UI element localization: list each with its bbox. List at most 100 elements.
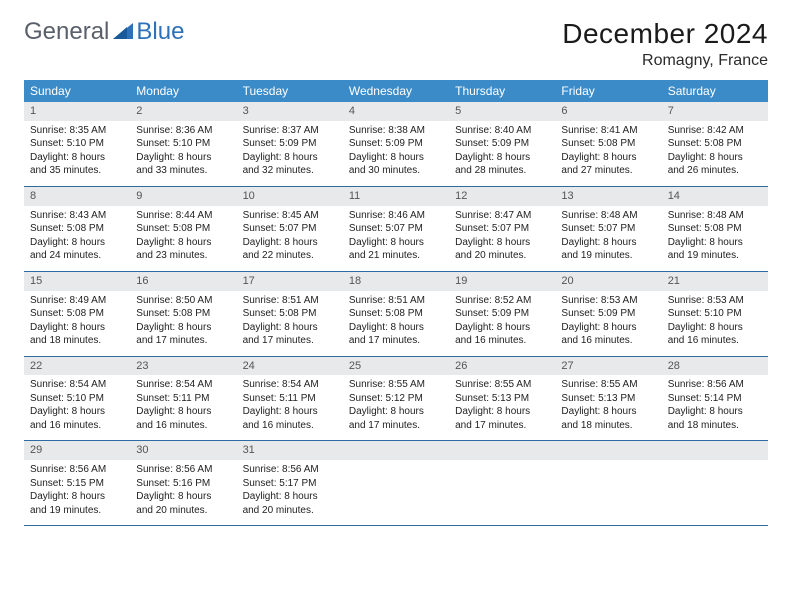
day-number: 16: [130, 272, 236, 291]
daylight-line: Daylight: 8 hours and 18 minutes.: [561, 405, 655, 432]
day-details: Sunrise: 8:38 AMSunset: 5:09 PMDaylight:…: [343, 121, 449, 186]
daylight-line: Daylight: 8 hours and 19 minutes.: [561, 236, 655, 263]
daylight-line: Daylight: 8 hours and 24 minutes.: [30, 236, 124, 263]
calendar-day-cell: 22Sunrise: 8:54 AMSunset: 5:10 PMDayligh…: [24, 356, 130, 441]
sunset-line: Sunset: 5:10 PM: [30, 137, 124, 151]
sunset-line: Sunset: 5:07 PM: [455, 222, 549, 236]
calendar-day-cell: 28Sunrise: 8:56 AMSunset: 5:14 PMDayligh…: [662, 356, 768, 441]
day-details: Sunrise: 8:51 AMSunset: 5:08 PMDaylight:…: [237, 291, 343, 356]
weekday-header: Saturday: [662, 80, 768, 102]
sunrise-line: Sunrise: 8:56 AM: [136, 463, 230, 477]
sunset-line: Sunset: 5:08 PM: [561, 137, 655, 151]
sunrise-line: Sunrise: 8:47 AM: [455, 209, 549, 223]
sunset-line: Sunset: 5:08 PM: [668, 222, 762, 236]
sunrise-line: Sunrise: 8:55 AM: [455, 378, 549, 392]
calendar-day-cell: 17Sunrise: 8:51 AMSunset: 5:08 PMDayligh…: [237, 271, 343, 356]
sunset-line: Sunset: 5:10 PM: [668, 307, 762, 321]
daylight-line: Daylight: 8 hours and 30 minutes.: [349, 151, 443, 178]
calendar-body: 1Sunrise: 8:35 AMSunset: 5:10 PMDaylight…: [24, 102, 768, 526]
day-number: 12: [449, 187, 555, 206]
sunset-line: Sunset: 5:08 PM: [136, 222, 230, 236]
logo-triangle-icon: [113, 18, 133, 46]
day-number: 9: [130, 187, 236, 206]
sunset-line: Sunset: 5:10 PM: [136, 137, 230, 151]
logo-text-general: General: [24, 18, 109, 46]
calendar-day-cell: 8Sunrise: 8:43 AMSunset: 5:08 PMDaylight…: [24, 186, 130, 271]
daylight-line: Daylight: 8 hours and 21 minutes.: [349, 236, 443, 263]
calendar-day-cell: 15Sunrise: 8:49 AMSunset: 5:08 PMDayligh…: [24, 271, 130, 356]
daylight-line: Daylight: 8 hours and 16 minutes.: [243, 405, 337, 432]
calendar-day-cell: 18Sunrise: 8:51 AMSunset: 5:08 PMDayligh…: [343, 271, 449, 356]
daylight-line: Daylight: 8 hours and 35 minutes.: [30, 151, 124, 178]
day-number: 1: [24, 102, 130, 121]
page-title: December 2024: [562, 18, 768, 50]
day-details: Sunrise: 8:50 AMSunset: 5:08 PMDaylight:…: [130, 291, 236, 356]
sunset-line: Sunset: 5:09 PM: [349, 137, 443, 151]
calendar-day-cell: 2Sunrise: 8:36 AMSunset: 5:10 PMDaylight…: [130, 102, 236, 186]
sunset-line: Sunset: 5:09 PM: [455, 307, 549, 321]
day-number: 17: [237, 272, 343, 291]
sunset-line: Sunset: 5:11 PM: [243, 392, 337, 406]
sunset-line: Sunset: 5:08 PM: [668, 137, 762, 151]
day-details: Sunrise: 8:55 AMSunset: 5:13 PMDaylight:…: [449, 375, 555, 440]
daylight-line: Daylight: 8 hours and 17 minutes.: [243, 321, 337, 348]
day-details: Sunrise: 8:47 AMSunset: 5:07 PMDaylight:…: [449, 206, 555, 271]
calendar-day-cell: 10Sunrise: 8:45 AMSunset: 5:07 PMDayligh…: [237, 186, 343, 271]
calendar-day-cell: 3Sunrise: 8:37 AMSunset: 5:09 PMDaylight…: [237, 102, 343, 186]
calendar-day-cell: [555, 441, 661, 526]
calendar-day-cell: 13Sunrise: 8:48 AMSunset: 5:07 PMDayligh…: [555, 186, 661, 271]
day-number-empty: [343, 441, 449, 460]
sunrise-line: Sunrise: 8:48 AM: [561, 209, 655, 223]
day-number: 3: [237, 102, 343, 121]
daylight-line: Daylight: 8 hours and 19 minutes.: [30, 490, 124, 517]
sunset-line: Sunset: 5:09 PM: [243, 137, 337, 151]
sunset-line: Sunset: 5:10 PM: [30, 392, 124, 406]
sunrise-line: Sunrise: 8:54 AM: [30, 378, 124, 392]
day-number: 7: [662, 102, 768, 121]
day-number: 26: [449, 357, 555, 376]
sunset-line: Sunset: 5:08 PM: [30, 222, 124, 236]
day-number: 6: [555, 102, 661, 121]
calendar-day-cell: 27Sunrise: 8:55 AMSunset: 5:13 PMDayligh…: [555, 356, 661, 441]
sunset-line: Sunset: 5:08 PM: [136, 307, 230, 321]
weekday-header: Monday: [130, 80, 236, 102]
daylight-line: Daylight: 8 hours and 16 minutes.: [561, 321, 655, 348]
daylight-line: Daylight: 8 hours and 18 minutes.: [30, 321, 124, 348]
day-details: Sunrise: 8:40 AMSunset: 5:09 PMDaylight:…: [449, 121, 555, 186]
calendar-week-row: 15Sunrise: 8:49 AMSunset: 5:08 PMDayligh…: [24, 271, 768, 356]
calendar-week-row: 8Sunrise: 8:43 AMSunset: 5:08 PMDaylight…: [24, 186, 768, 271]
day-number: 23: [130, 357, 236, 376]
calendar-week-row: 22Sunrise: 8:54 AMSunset: 5:10 PMDayligh…: [24, 356, 768, 441]
daylight-line: Daylight: 8 hours and 16 minutes.: [30, 405, 124, 432]
daylight-line: Daylight: 8 hours and 17 minutes.: [136, 321, 230, 348]
day-details: Sunrise: 8:54 AMSunset: 5:11 PMDaylight:…: [237, 375, 343, 440]
logo-text-blue: Blue: [136, 18, 184, 46]
calendar-page: General Blue December 2024 Romagny, Fran…: [0, 0, 792, 544]
sunset-line: Sunset: 5:08 PM: [243, 307, 337, 321]
day-number-empty: [555, 441, 661, 460]
weekday-header: Tuesday: [237, 80, 343, 102]
calendar-day-cell: 12Sunrise: 8:47 AMSunset: 5:07 PMDayligh…: [449, 186, 555, 271]
calendar-day-cell: 4Sunrise: 8:38 AMSunset: 5:09 PMDaylight…: [343, 102, 449, 186]
sunrise-line: Sunrise: 8:37 AM: [243, 124, 337, 138]
calendar-day-cell: 19Sunrise: 8:52 AMSunset: 5:09 PMDayligh…: [449, 271, 555, 356]
weekday-header: Wednesday: [343, 80, 449, 102]
calendar-day-cell: 21Sunrise: 8:53 AMSunset: 5:10 PMDayligh…: [662, 271, 768, 356]
weekday-header: Friday: [555, 80, 661, 102]
day-number: 21: [662, 272, 768, 291]
day-details: Sunrise: 8:54 AMSunset: 5:11 PMDaylight:…: [130, 375, 236, 440]
day-details: Sunrise: 8:55 AMSunset: 5:13 PMDaylight:…: [555, 375, 661, 440]
day-details: Sunrise: 8:45 AMSunset: 5:07 PMDaylight:…: [237, 206, 343, 271]
sunrise-line: Sunrise: 8:42 AM: [668, 124, 762, 138]
daylight-line: Daylight: 8 hours and 18 minutes.: [668, 405, 762, 432]
day-number-empty: [449, 441, 555, 460]
header: General Blue December 2024 Romagny, Fran…: [24, 18, 768, 70]
calendar-day-cell: 14Sunrise: 8:48 AMSunset: 5:08 PMDayligh…: [662, 186, 768, 271]
day-number: 29: [24, 441, 130, 460]
day-details: Sunrise: 8:36 AMSunset: 5:10 PMDaylight:…: [130, 121, 236, 186]
sunset-line: Sunset: 5:07 PM: [349, 222, 443, 236]
calendar-day-cell: [662, 441, 768, 526]
day-details: Sunrise: 8:48 AMSunset: 5:07 PMDaylight:…: [555, 206, 661, 271]
day-details: Sunrise: 8:53 AMSunset: 5:10 PMDaylight:…: [662, 291, 768, 356]
day-details: Sunrise: 8:56 AMSunset: 5:17 PMDaylight:…: [237, 460, 343, 525]
